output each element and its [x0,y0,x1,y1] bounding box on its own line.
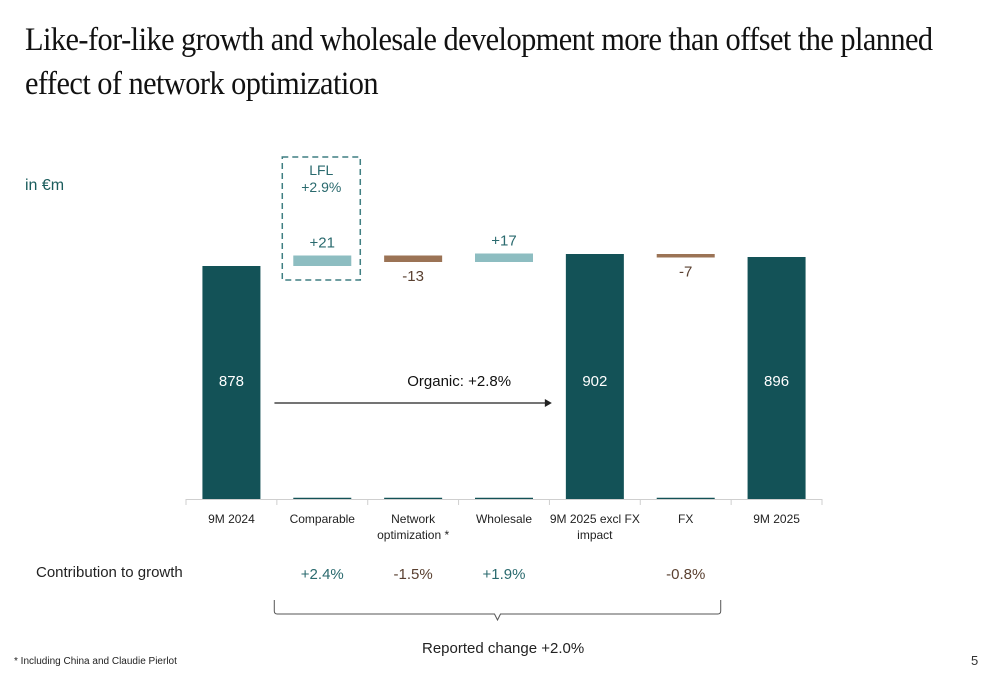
tick-label-5: FX [678,512,693,526]
organic-label: Organic: +2.8% [407,373,511,390]
lfl-label: LFL [309,162,333,178]
tick-label-3: Wholesale [476,512,532,526]
tick-label-1: Comparable [290,512,356,526]
contribution-label: Contribution to growth [36,564,183,581]
contribution-value-3: +1.9% [483,566,526,583]
tick-label-0: 9M 2024 [208,512,255,526]
growth-bracket [273,600,722,622]
bar-1 [293,255,352,266]
tick-label-2-1: optimization * [377,528,449,542]
data-label-2: -13 [402,268,424,285]
lfl-value: +2.9% [301,179,341,195]
bar-4 [565,254,624,499]
organic-arrow-head [544,399,552,407]
reported-change-label: Reported change +2.0% [422,640,585,657]
contribution-value-1: +2.4% [301,566,344,583]
unit-label: in €m [25,177,65,194]
data-label-5: -7 [679,264,692,281]
page-number: 5 [971,653,979,668]
bar-3 [475,253,533,262]
data-label-1: +21 [310,235,335,252]
tick-label-2: Network [391,512,436,526]
contribution-value-5: -0.8% [666,566,705,583]
tick-label-4: 9M 2025 excl FX [550,512,640,526]
bar-6 [747,257,806,499]
tick-label-4-1: impact [577,528,613,542]
data-label-0: 878 [219,373,244,390]
bar-2 [384,255,443,262]
tick-label-6: 9M 2025 [753,512,800,526]
data-label-3: +17 [491,233,516,250]
contribution-value-2: -1.5% [394,566,433,583]
bar-5 [656,254,715,258]
data-label-4: 902 [582,373,607,390]
bar-0 [202,266,261,499]
slide-title: Like-for-like growth and wholesale devel… [25,22,933,102]
lfl-box [281,156,362,281]
footnote: * Including China and Claudie Pierlot [14,656,177,667]
data-label-6: 896 [764,373,789,390]
